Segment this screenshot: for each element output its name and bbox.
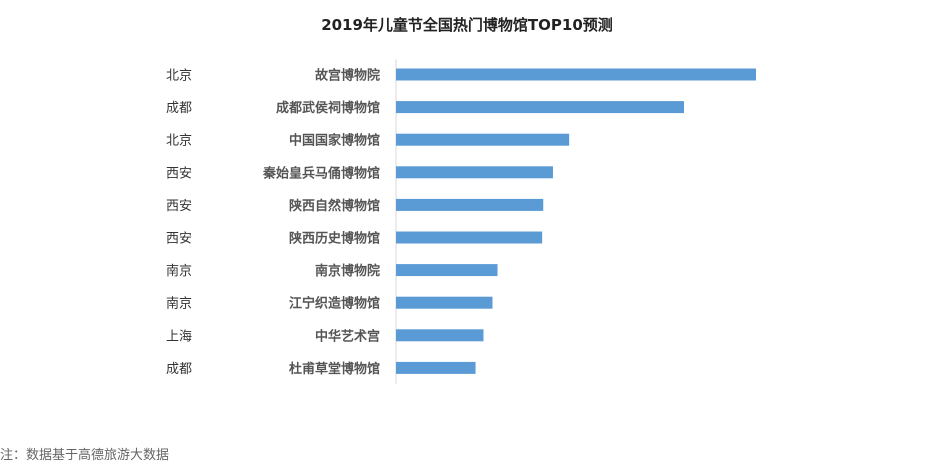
city-label: 南京 [166, 263, 192, 279]
city-label: 西安 [166, 232, 192, 247]
bar [396, 264, 498, 277]
city-label: 北京 [166, 134, 192, 149]
city-label: 成都 [166, 101, 192, 116]
category-label: 中国国家博物馆 [289, 133, 380, 149]
bar [396, 329, 484, 342]
bar [396, 198, 544, 211]
city-label: 成都 [166, 362, 192, 377]
bar [396, 166, 553, 179]
category-label: 陕西历史博物馆 [289, 231, 380, 247]
category-label: 陕西自然博物馆 [289, 198, 380, 214]
category-label: 中华艺术宫 [315, 328, 380, 344]
city-label: 南京 [166, 296, 192, 312]
bar [396, 231, 543, 244]
bar [396, 68, 756, 81]
bar [396, 361, 476, 374]
city-label: 西安 [166, 166, 192, 181]
city-label: 西安 [166, 199, 192, 214]
bar [396, 296, 493, 309]
source-note: 注：数据基于高德旅游大数据 [0, 448, 170, 463]
category-label: 成都武侯祠博物馆 [276, 100, 380, 116]
chart-title: 2019年儿童节全国热门博物馆TOP10预测 [321, 16, 613, 34]
category-label: 故宫博物院 [315, 68, 380, 84]
city-label: 北京 [166, 69, 192, 84]
city-label: 上海 [166, 329, 192, 344]
category-label: 杜甫草堂博物馆 [289, 361, 380, 377]
category-label: 江宁织造博物馆 [289, 296, 380, 312]
category-label: 秦始皇兵马俑博物馆 [262, 165, 380, 181]
category-label: 南京博物院 [315, 263, 380, 279]
bar [396, 101, 684, 114]
bar [396, 133, 570, 146]
